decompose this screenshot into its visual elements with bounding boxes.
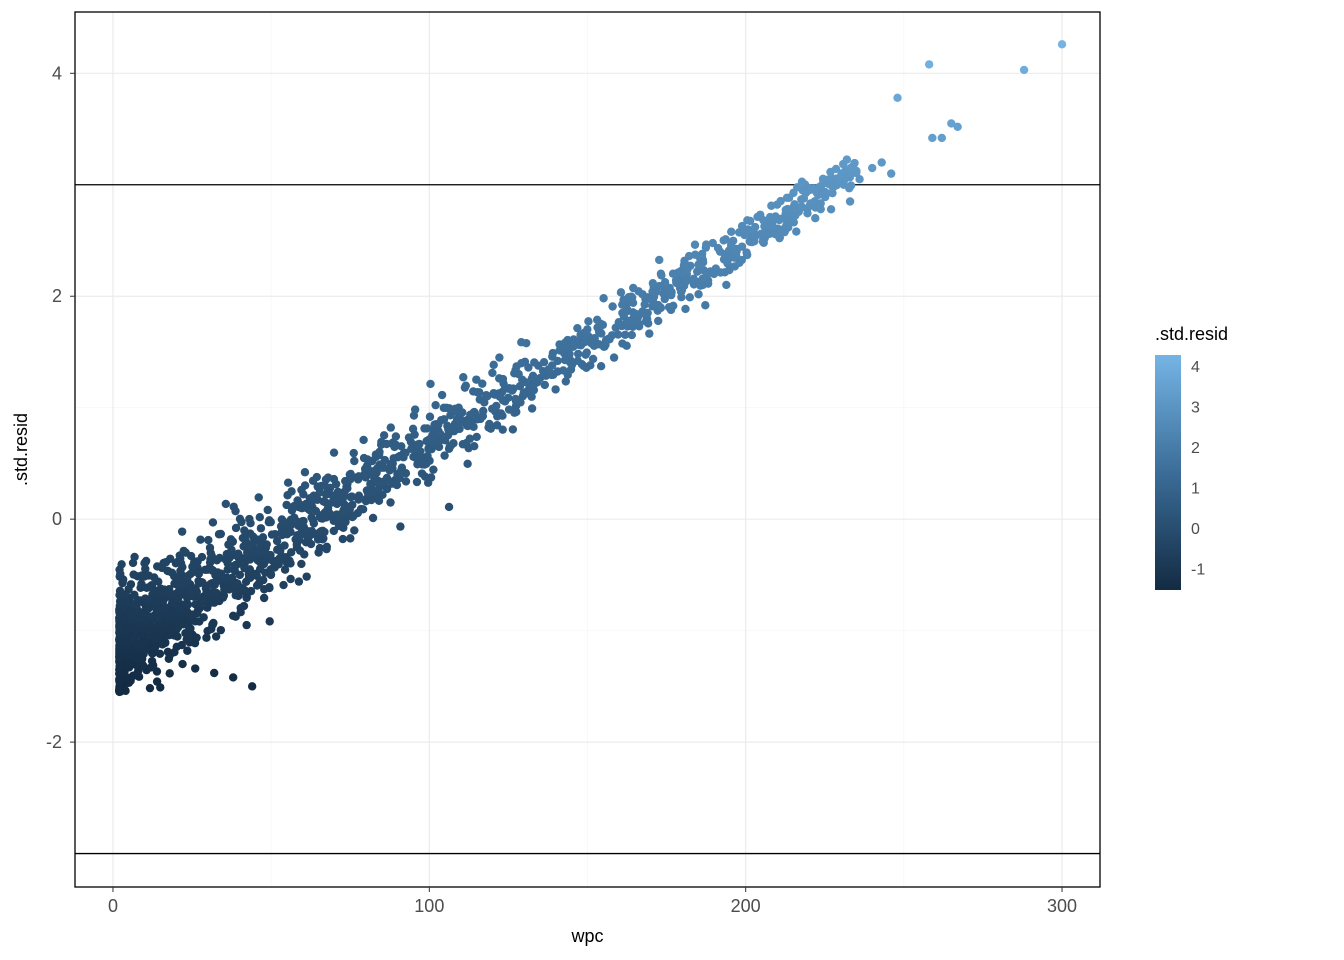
y-tick-label: 4: [52, 63, 62, 83]
y-tick-label: 2: [52, 286, 62, 306]
legend-tick-label: 4: [1191, 359, 1200, 376]
legend-title: .std.resid: [1155, 324, 1228, 344]
y-tick-label: -2: [46, 732, 62, 752]
legend-tick-label: 3: [1191, 400, 1200, 417]
x-tick-label: 100: [414, 896, 444, 916]
y-axis-label: .std.resid: [11, 413, 31, 486]
x-tick-label: 200: [731, 896, 761, 916]
residual-scatter-chart: 0 100 200 300 -2 0 2 4 wpc .std.resid .std.resid -1…: [0, 0, 1344, 960]
x-tick-label: 300: [1047, 896, 1077, 916]
x-axis-label: wpc: [570, 926, 603, 946]
legend-tick-label: 1: [1191, 481, 1200, 498]
x-tick-label: 0: [108, 896, 118, 916]
chart-svg: 0 100 200 300 -2 0 2 4 wpc .std.resid .std.resid -1…: [0, 0, 1344, 960]
y-tick-label: 0: [52, 509, 62, 529]
legend-tick-label: 2: [1191, 440, 1200, 457]
legend-tick-label: -1: [1191, 562, 1205, 579]
legend-tick-label: 0: [1191, 521, 1200, 538]
